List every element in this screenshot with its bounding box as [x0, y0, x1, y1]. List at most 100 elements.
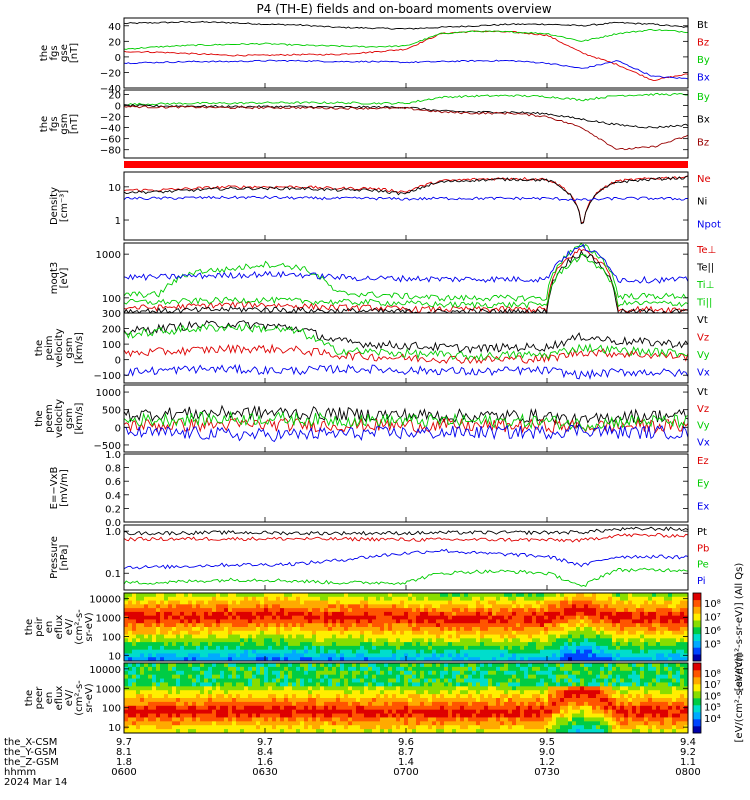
heatmap-cell [368, 634, 373, 639]
heatmap-cell [248, 725, 253, 730]
heatmap-cell [540, 701, 545, 707]
heatmap-cell [260, 729, 265, 734]
heatmap-cell [580, 630, 585, 635]
heatmap-cell [328, 611, 333, 617]
heatmap-cell [664, 615, 669, 620]
heatmap-cell [500, 678, 505, 683]
heatmap-cell [336, 611, 341, 617]
heatmap-cell [640, 649, 645, 654]
heatmap-cell [484, 705, 489, 711]
heatmap-cell [520, 642, 525, 647]
heatmap-cell [144, 615, 149, 620]
heatmap-cell [316, 725, 321, 730]
heatmap-cell [424, 653, 429, 658]
heatmap-cell [264, 596, 269, 601]
heatmap-cell [424, 600, 429, 605]
heatmap-cell [392, 682, 397, 687]
heatmap-cell [480, 608, 485, 613]
heatmap-cell [152, 653, 157, 658]
heatmap-cell [444, 623, 449, 628]
heatmap-cell [140, 690, 145, 695]
heatmap-cell [240, 678, 245, 683]
heatmap-cell [372, 678, 377, 683]
heatmap-cell [572, 593, 577, 598]
heatmap-cell [236, 725, 241, 730]
heatmap-cell [152, 670, 157, 676]
heatmap-cell [428, 713, 433, 718]
heatmap-cell [460, 686, 465, 691]
heatmap-cell [236, 653, 241, 658]
heatmap-cell [388, 657, 393, 662]
heatmap-cell [340, 717, 345, 722]
heatmap-cell [348, 611, 353, 617]
heatmap-cell [448, 729, 453, 734]
heatmap-cell [236, 649, 241, 654]
heatmap-cell [296, 653, 301, 658]
heatmap-cell [460, 653, 465, 658]
heatmap-cell [436, 666, 441, 672]
heatmap-cell [312, 608, 317, 613]
heatmap-cell [344, 698, 349, 703]
heatmap-cell [444, 600, 449, 605]
heatmap-cell [608, 638, 613, 643]
heatmap-cell [568, 645, 573, 651]
heatmap-cell [252, 670, 257, 676]
heatmap-cell [452, 705, 457, 711]
heatmap-cell [128, 717, 133, 722]
heatmap-cell [164, 701, 169, 707]
heatmap-cell [524, 678, 529, 683]
heatmap-cell [504, 705, 509, 711]
heatmap-cell [144, 729, 149, 734]
heatmap-cell [360, 611, 365, 617]
heatmap-cell [328, 596, 333, 601]
heatmap-cell [356, 645, 361, 651]
heatmap-cell [440, 653, 445, 658]
heatmap-cell [352, 608, 357, 613]
heatmap-cell [192, 717, 197, 722]
heatmap-cell [228, 596, 233, 601]
heatmap-cell [296, 634, 301, 639]
heatmap-cell [164, 690, 169, 695]
heatmap-cell [240, 666, 245, 672]
heatmap-cell [300, 713, 305, 718]
heatmap-cell [180, 608, 185, 613]
heatmap-cell [416, 630, 421, 635]
heatmap-cell [360, 638, 365, 643]
heatmap-cell [488, 608, 493, 613]
heatmap-cell [568, 713, 573, 718]
heatmap-cell [348, 717, 353, 722]
heatmap-cell [564, 634, 569, 639]
heatmap-cell [224, 596, 229, 601]
heatmap-cell [416, 615, 421, 620]
heatmap-cell [272, 630, 277, 635]
heatmap-cell [144, 721, 149, 726]
heatmap-cell [460, 713, 465, 718]
heatmap-cell [320, 663, 325, 668]
heatmap-cell [220, 615, 225, 620]
heatmap-cell [484, 729, 489, 734]
heatmap-cell [660, 608, 665, 613]
heatmap-cell [276, 593, 281, 598]
heatmap-cell [676, 642, 681, 647]
heatmap-cell [544, 593, 549, 598]
heatmap-cell [432, 627, 437, 632]
heatmap-cell [312, 638, 317, 643]
heatmap-cell [324, 698, 329, 703]
heatmap-cell [176, 678, 181, 683]
heatmap-cell [316, 642, 321, 647]
heatmap-cell [596, 638, 601, 643]
heatmap-cell [404, 649, 409, 654]
heatmap-cell [392, 674, 397, 679]
heatmap-cell [456, 634, 461, 639]
heatmap-cell [444, 627, 449, 632]
heatmap-cell [252, 709, 257, 714]
heatmap-cell [548, 709, 553, 714]
heatmap-cell [292, 663, 297, 668]
heatmap-cell [520, 694, 525, 699]
heatmap-cell [308, 600, 313, 605]
heatmap-cell [340, 690, 345, 695]
heatmap-cell [228, 630, 233, 635]
heatmap-cell [336, 670, 341, 676]
heatmap-cell [304, 698, 309, 703]
heatmap-cell [252, 694, 257, 699]
